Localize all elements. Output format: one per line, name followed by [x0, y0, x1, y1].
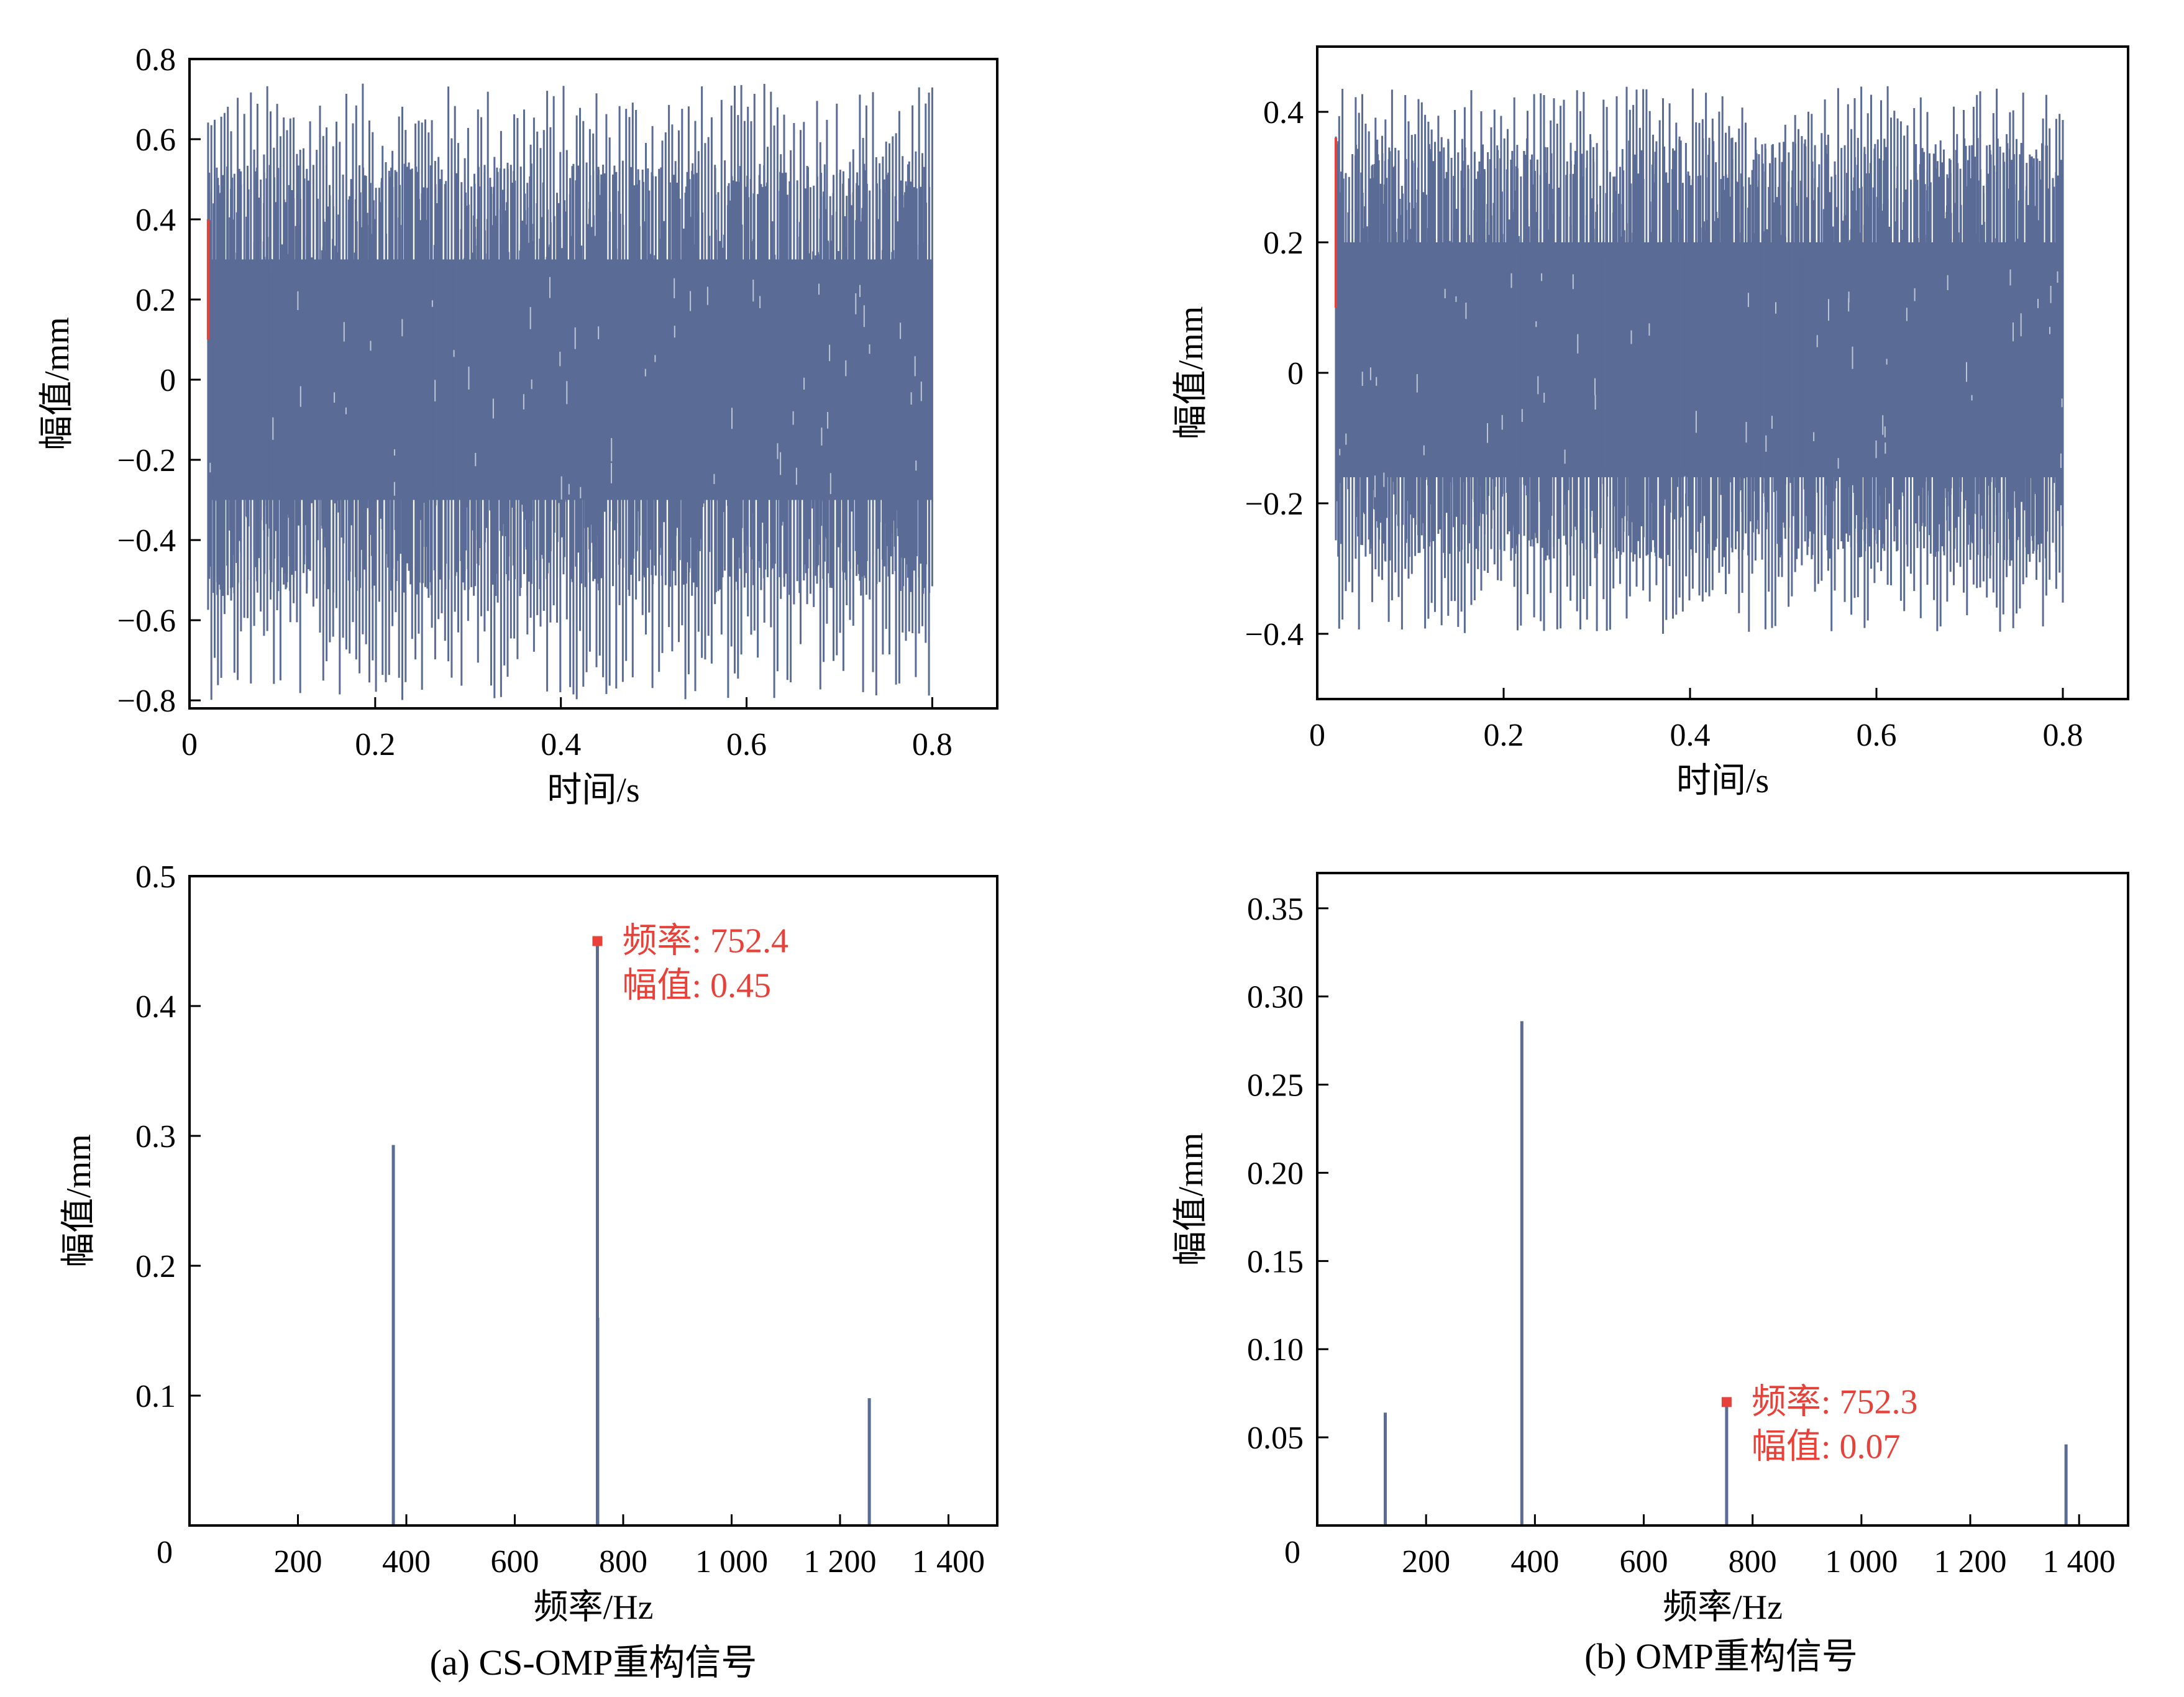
y-tick-label: −0.4 [117, 523, 176, 559]
x-tick-label: 400 [1510, 1544, 1559, 1580]
x-tick-label: 0.2 [1484, 718, 1524, 753]
x-axis-label: 频率/Hz [1663, 1588, 1783, 1627]
x-tick-label: 0.4 [541, 727, 581, 762]
y-tick-label: −0.8 [117, 684, 176, 719]
annotation-marker [1721, 1397, 1732, 1407]
x-tick-label: 1 000 [1825, 1544, 1898, 1580]
x-tick-label: 1 400 [912, 1544, 985, 1580]
x-origin-label: 0 [157, 1535, 173, 1570]
y-tick-label: 0.15 [1247, 1244, 1304, 1279]
x-origin-label: 0 [1284, 1535, 1300, 1570]
signal-spikes [1335, 86, 2064, 634]
y-tick-label: 0.2 [1263, 226, 1304, 261]
y-tick-label: 0.05 [1247, 1420, 1304, 1456]
x-axis-label: 频率/Hz [534, 1588, 654, 1627]
x-tick-label: 0.2 [355, 727, 395, 762]
y-axis-label: 幅值/mm [1172, 1133, 1210, 1266]
chart-b-time: 0 0.2 0.4 0.6 0.8 −0.4 −0.2 0 0.2 0.4 时间/s 幅值/mm [1172, 45, 2129, 800]
x-tick-label: 600 [1620, 1544, 1668, 1580]
x-axis-label: 时间/s [1676, 762, 1769, 800]
caption-b: (b) OMP重构信号 [1584, 1636, 1858, 1676]
x-tick-label: 0 [181, 727, 198, 762]
plot-frame [188, 875, 998, 1527]
y-tick-label: 0.2 [135, 283, 176, 318]
signal-gaps [209, 277, 922, 500]
x-tick-label: 0.6 [726, 727, 767, 762]
y-tick-label: 0.5 [135, 859, 176, 895]
x-tick-label: 0.8 [912, 727, 953, 762]
chart-a-freq: 频率: 752.4 幅值: 0.45 200 400 600 800 1 000 1 200 1… [60, 859, 998, 1627]
y-tick-label: −0.6 [117, 603, 176, 639]
y-tick-label: 0.4 [1263, 95, 1304, 130]
plot-frame [188, 58, 998, 710]
x-tick-label: 0.4 [1670, 718, 1711, 753]
x-tick-label: 600 [490, 1544, 539, 1580]
x-tick-label: 1 000 [695, 1544, 768, 1580]
signal-spikes [207, 83, 933, 700]
y-tick-label: 0.2 [135, 1249, 176, 1284]
x-tick-label: 0 [1309, 718, 1325, 753]
y-tick-label: 0.4 [135, 203, 176, 238]
x-tick-label: 200 [273, 1544, 322, 1580]
y-tick-label: 0.4 [135, 989, 176, 1025]
y-axis-label: 幅值/mm [38, 317, 76, 451]
signal-gaps [1339, 269, 2063, 498]
annotation-amplitude: 幅值: 0.45 [622, 967, 771, 1005]
y-axis-label: 幅值/mm [60, 1134, 98, 1268]
x-tick-label: 1 200 [1934, 1544, 2007, 1580]
chart-b-freq: 频率: 752.3 幅值: 0.07 200 400 600 800 1 000 1 200 1… [1172, 872, 2129, 1627]
x-tick-label: 800 [1729, 1544, 1777, 1580]
y-tick-label: 0.20 [1247, 1156, 1304, 1191]
x-tick-label: 400 [382, 1544, 431, 1580]
annotation-frequency: 频率: 752.3 [1752, 1383, 1918, 1421]
x-tick-label: 800 [599, 1544, 647, 1580]
y-tick-label: 0.25 [1247, 1068, 1304, 1104]
x-axis-label: 时间/s [547, 771, 639, 810]
y-tick-label: 0.30 [1247, 980, 1304, 1015]
chart-a-time: 0 0.2 0.4 0.6 0.8 −0.8 −0.6 −0.4 −0.2 0 0.2 0.4 0.6 0… [38, 42, 998, 810]
y-tick-label: 0.6 [135, 122, 176, 158]
caption-a: (a) CS-OMP重构信号 [430, 1642, 757, 1683]
annotation-amplitude: 幅值: 0.07 [1752, 1427, 1901, 1466]
x-tick-label: 1 200 [803, 1544, 876, 1580]
y-tick-label: −0.2 [117, 443, 176, 478]
y-tick-label: 0.35 [1247, 892, 1304, 927]
y-tick-label: 0.1 [135, 1379, 176, 1414]
annotation-marker [592, 936, 603, 946]
x-tick-label: 200 [1402, 1544, 1450, 1580]
y-tick-label: 0.3 [135, 1119, 176, 1155]
y-tick-label: 0.10 [1247, 1332, 1304, 1368]
y-axis-label: 幅值/mm [1172, 306, 1210, 440]
y-tick-label: −0.4 [1245, 617, 1304, 652]
y-tick-label: 0.8 [135, 42, 176, 78]
y-tick-label: 0 [1287, 356, 1304, 391]
x-tick-label: 0.8 [2043, 718, 2083, 753]
annotation-frequency: 频率: 752.4 [622, 922, 788, 961]
y-tick-label: 0 [160, 363, 176, 398]
x-tick-label: 1 400 [2043, 1544, 2116, 1580]
y-tick-label: −0.2 [1245, 487, 1304, 522]
plot-frame [1316, 872, 2129, 1527]
x-tick-label: 0.6 [1857, 718, 1897, 753]
